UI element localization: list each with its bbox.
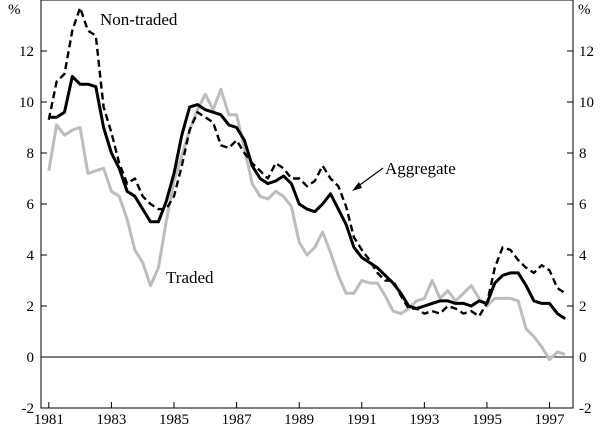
y-tick-label-right: -2 xyxy=(579,401,592,417)
series-line-non-traded xyxy=(47,6,566,318)
series-group xyxy=(47,6,567,362)
x-tick-label: 1983 xyxy=(96,412,126,427)
x-tick-label: 1987 xyxy=(222,412,253,427)
x-tick-label: 1981 xyxy=(34,412,64,427)
x-tick-label: 1997 xyxy=(535,412,566,427)
y-tick-label-right: 2 xyxy=(579,299,587,315)
x-tick-label: 1985 xyxy=(159,412,189,427)
y-axis-unit-right: % xyxy=(578,2,591,18)
y-tick-label-right: 12 xyxy=(579,44,594,60)
x-tick-label: 1995 xyxy=(472,412,502,427)
y-tick-label-left: 12 xyxy=(19,44,34,60)
y-tick-label-right: 10 xyxy=(579,95,594,111)
y-tick-label-left: 6 xyxy=(27,197,35,213)
annotations: Non-traded Aggregate Traded xyxy=(100,10,456,287)
y-axis-unit-left: % xyxy=(8,2,21,18)
series-line-aggregate xyxy=(48,75,567,321)
x-tick-label: 1993 xyxy=(409,412,439,427)
aggregate-arrowhead xyxy=(352,182,362,191)
y-tick-label-left: 8 xyxy=(27,146,35,162)
y-tick-label-left: 2 xyxy=(27,299,35,315)
annotation-traded: Traded xyxy=(166,268,214,287)
y-tick-label-left: -2 xyxy=(22,401,35,417)
y-tick-label-right: 6 xyxy=(579,197,587,213)
x-tick-label: 1991 xyxy=(347,412,377,427)
annotation-non-traded: Non-traded xyxy=(100,10,178,29)
y-tick-label-left: 4 xyxy=(27,248,35,264)
y-axis-left: -2 0 2 4 6 8 10 12 xyxy=(19,44,47,417)
y-tick-label-right: 4 xyxy=(579,248,587,264)
y-tick-label-right: 0 xyxy=(579,350,587,366)
y-tick-label-right: 8 xyxy=(579,146,587,162)
x-tick-label: 1989 xyxy=(284,412,314,427)
y-tick-label-left: 10 xyxy=(19,95,34,111)
series-line-traded xyxy=(47,87,566,362)
y-tick-label-left: 0 xyxy=(27,350,35,366)
y-axis-right: -2 0 2 4 6 8 10 12 xyxy=(567,44,594,417)
x-axis: 1981 1983 1985 1987 1989 1991 1993 1995 1997 xyxy=(34,402,565,427)
aggregate-arrow xyxy=(356,167,384,188)
annotation-aggregate: Aggregate xyxy=(385,159,456,178)
